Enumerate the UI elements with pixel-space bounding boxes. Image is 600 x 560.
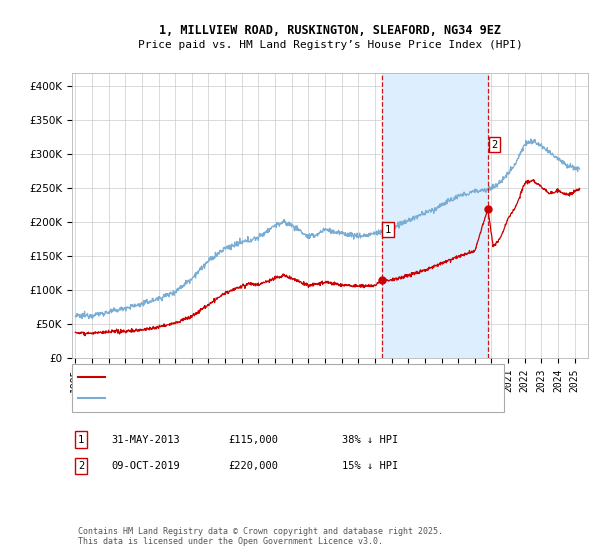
Text: 1, MILLVIEW ROAD, RUSKINGTON, SLEAFORD, NG34 9EZ (detached house): 1, MILLVIEW ROAD, RUSKINGTON, SLEAFORD, … [109, 373, 483, 382]
Text: 1: 1 [78, 435, 84, 445]
Text: 15% ↓ HPI: 15% ↓ HPI [342, 461, 398, 471]
Text: £115,000: £115,000 [228, 435, 278, 445]
Text: Price paid vs. HM Land Registry’s House Price Index (HPI): Price paid vs. HM Land Registry’s House … [137, 40, 523, 50]
Text: 38% ↓ HPI: 38% ↓ HPI [342, 435, 398, 445]
Text: 09-OCT-2019: 09-OCT-2019 [111, 461, 180, 471]
Text: 2: 2 [491, 139, 498, 150]
Text: 1: 1 [385, 225, 391, 235]
Text: 31-MAY-2013: 31-MAY-2013 [111, 435, 180, 445]
Text: HPI: Average price, detached house, North Kesteven: HPI: Average price, detached house, Nort… [109, 394, 397, 403]
Bar [382, 73, 488, 358]
Text: 1, MILLVIEW ROAD, RUSKINGTON, SLEAFORD, NG34 9EZ: 1, MILLVIEW ROAD, RUSKINGTON, SLEAFORD, … [159, 24, 501, 38]
Text: Contains HM Land Registry data © Crown copyright and database right 2025.
This d: Contains HM Land Registry data © Crown c… [78, 526, 443, 546]
Text: £220,000: £220,000 [228, 461, 278, 471]
Text: 2: 2 [78, 461, 84, 471]
